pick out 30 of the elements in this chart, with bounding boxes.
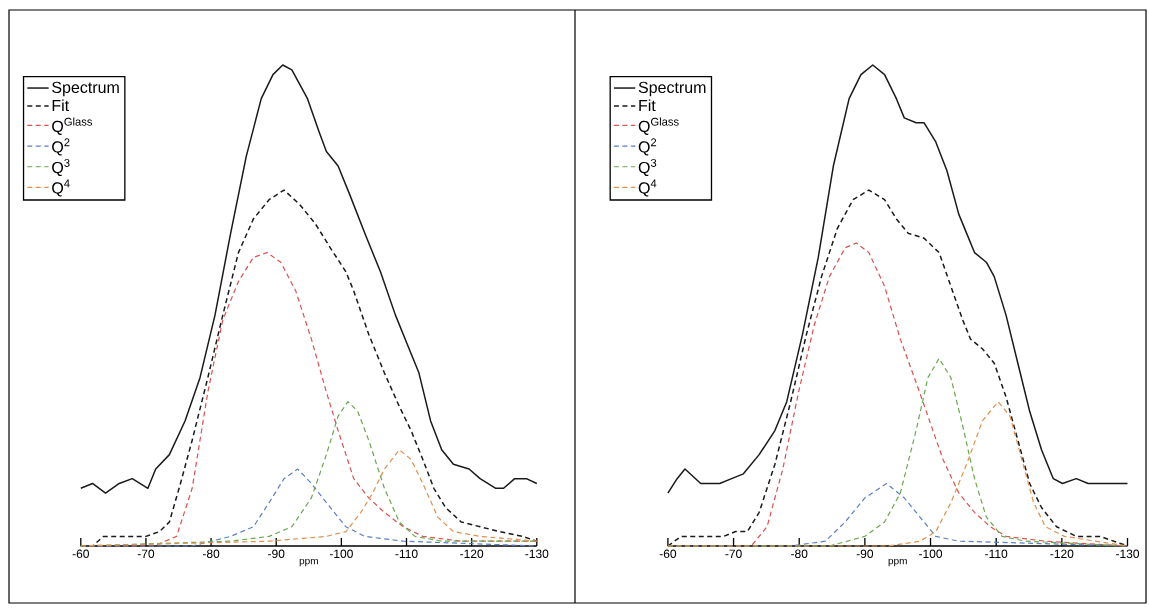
legend-label: Q$^{Glass}$: [52, 117, 93, 135]
x-tick-label: -120: [460, 549, 484, 559]
x-tick-label: -90: [268, 549, 285, 559]
x-tick-label: -130: [1116, 549, 1140, 559]
x-tick-label: -80: [791, 549, 808, 559]
x-tick-label: -110: [395, 549, 418, 559]
legend-label: Q$^{2}$: [638, 138, 657, 156]
x-tick-label: -110: [985, 549, 1008, 559]
x-tick-label: -120: [1050, 549, 1074, 559]
legend-label: Spectrum: [52, 81, 119, 97]
x-tick-label: -100: [329, 549, 353, 559]
x-tick-label: -60: [659, 549, 677, 559]
legend-label: Fit: [52, 99, 70, 112]
legend-label: Q$^{3}$: [52, 158, 70, 177]
x-axis-title: ppm: [888, 558, 907, 567]
x-tick-label: -90: [856, 549, 874, 559]
legend-label: Q$^{2}$: [52, 138, 70, 156]
legend-label: Q$^{4}$: [638, 179, 657, 197]
legend-label: Q$^{3}$: [638, 158, 657, 177]
x-tick-label: -80: [202, 549, 220, 559]
legend-label: Fit: [639, 99, 656, 112]
x-tick-label: -130: [525, 549, 549, 559]
x-tick-label: -60: [72, 549, 89, 559]
x-tick-label: -70: [137, 549, 155, 559]
legend-label: Spectrum: [638, 81, 706, 97]
x-tick-label: -70: [725, 549, 742, 559]
legend-label: Q$^{Glass}$: [638, 117, 679, 135]
x-tick-label: -100: [919, 549, 943, 559]
legend-label: Q$^{4}$: [52, 179, 70, 197]
x-axis-title: ppm: [299, 558, 318, 567]
